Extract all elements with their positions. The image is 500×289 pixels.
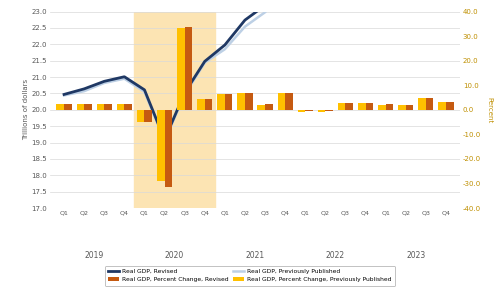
Bar bbox=[64, 104, 72, 110]
Bar bbox=[366, 103, 373, 110]
Bar bbox=[238, 93, 245, 110]
Bar bbox=[104, 104, 112, 110]
Bar bbox=[358, 103, 366, 110]
Bar bbox=[177, 28, 184, 110]
Bar bbox=[164, 110, 172, 187]
Bar bbox=[157, 110, 164, 181]
Bar bbox=[318, 110, 326, 112]
Text: 2019: 2019 bbox=[84, 251, 104, 260]
Bar bbox=[418, 98, 426, 110]
Bar bbox=[378, 105, 386, 110]
Bar bbox=[116, 104, 124, 110]
Legend: Real GDP, Revised, Real GDP, Percent Change, Revised, Real GDP, Previously Publi: Real GDP, Revised, Real GDP, Percent Cha… bbox=[104, 266, 396, 286]
Bar bbox=[406, 105, 413, 110]
Bar bbox=[96, 104, 104, 110]
Bar bbox=[217, 94, 225, 110]
Bar bbox=[137, 110, 144, 122]
Bar bbox=[386, 104, 394, 110]
Bar bbox=[76, 104, 84, 110]
Bar bbox=[265, 104, 272, 110]
Bar bbox=[144, 110, 152, 122]
Bar bbox=[278, 92, 285, 110]
Bar bbox=[197, 99, 205, 110]
Text: 2021: 2021 bbox=[246, 251, 264, 260]
Bar bbox=[124, 104, 132, 110]
Bar bbox=[305, 110, 313, 111]
Bar bbox=[84, 104, 92, 110]
Bar bbox=[298, 110, 305, 112]
Bar bbox=[134, 12, 215, 208]
Y-axis label: Trillions of dollars: Trillions of dollars bbox=[22, 79, 28, 140]
Bar bbox=[245, 93, 252, 110]
Bar bbox=[346, 103, 353, 110]
Bar bbox=[326, 110, 333, 111]
Text: 2020: 2020 bbox=[165, 251, 184, 260]
Y-axis label: Percent: Percent bbox=[486, 97, 492, 123]
Bar bbox=[398, 105, 406, 110]
Bar bbox=[438, 102, 446, 110]
Bar bbox=[446, 102, 454, 110]
Bar bbox=[205, 99, 212, 110]
Bar bbox=[258, 105, 265, 110]
Text: 2023: 2023 bbox=[406, 251, 425, 260]
Bar bbox=[184, 27, 192, 110]
Bar bbox=[426, 98, 434, 110]
Bar bbox=[285, 92, 293, 110]
Text: 2022: 2022 bbox=[326, 251, 345, 260]
Bar bbox=[338, 103, 345, 110]
Bar bbox=[225, 94, 232, 110]
Bar bbox=[56, 104, 64, 110]
